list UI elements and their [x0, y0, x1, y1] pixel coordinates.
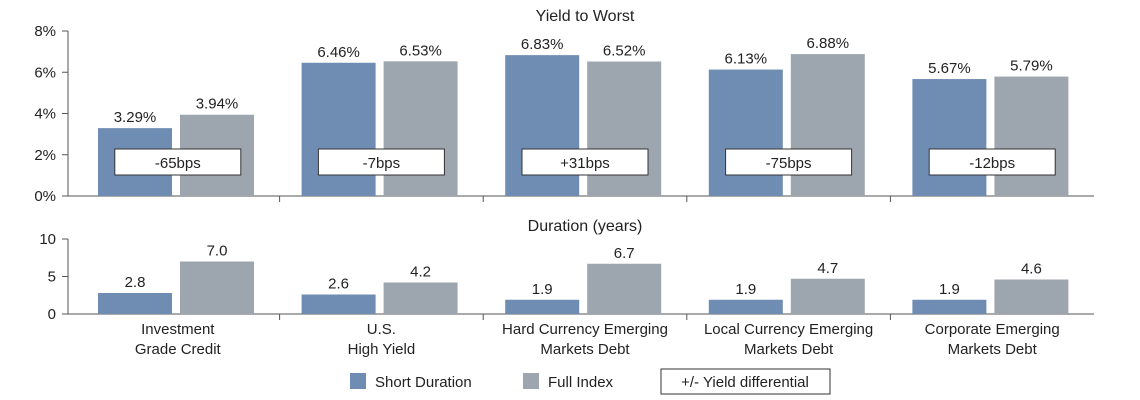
yield-y-tick-label: 4% [34, 106, 56, 123]
yield-diff-box [521, 148, 649, 176]
yield-diff-box [725, 148, 853, 176]
duration-data-label: 7.0 [207, 243, 228, 260]
duration-y-tick-label: 5 [48, 269, 56, 286]
duration-data-label: 4.2 [410, 264, 431, 281]
duration-data-label: 4.6 [1021, 261, 1042, 278]
yield-panel: 0% 2% 4% 6% 8% 3.29% 6.46% 6.83% 6.13% 5.67% 3.94%… [34, 23, 1094, 205]
duration-bar-full [790, 278, 865, 314]
yield-diff-box [114, 148, 242, 176]
legend-short-label: Short Duration [375, 374, 472, 391]
legend-short-swatch [350, 373, 366, 389]
duration-bar-full [383, 282, 458, 314]
yield-chart-title: Yield to Worst [536, 8, 635, 25]
yield-y-tick-label: 0% [34, 188, 56, 205]
legend: Short Duration Full Index +/- Yield diff… [350, 368, 831, 395]
yield-diff-label: -7bps [363, 155, 401, 172]
duration-bar-short [505, 299, 580, 314]
yield-y-tick-label: 6% [34, 64, 56, 81]
yield-bar-full [994, 76, 1069, 196]
duration-panel: 0 5 10 2.8 2.6 1.9 1.9 1.9 7.0 4.2 6.7 4.7 4.6 [39, 231, 1094, 323]
legend-diff-box [660, 368, 831, 395]
duration-data-label: 2.8 [125, 274, 146, 291]
yield-diff-label: -12bps [969, 155, 1015, 172]
category-axis-labels: Investment Grade Credit U.S. High Yield Hard… [135, 321, 1060, 358]
category-label: Markets Debt [744, 341, 834, 358]
yield-y-tick-label: 2% [34, 147, 56, 164]
yield-data-label: 6.52% [603, 43, 646, 60]
yield-diff-label: -75bps [766, 155, 812, 172]
duration-data-label: 6.7 [614, 245, 635, 262]
duration-data-label: 1.9 [532, 281, 553, 298]
legend-diff-label: +/- Yield differential [681, 374, 809, 391]
yield-data-label: 6.53% [399, 42, 442, 59]
duration-bar-full [180, 261, 254, 314]
duration-chart-title: Duration (years) [528, 218, 643, 235]
duration-bar-short [912, 299, 987, 314]
yield-data-label: 3.29% [114, 109, 157, 126]
yield-data-label: 6.88% [807, 35, 850, 52]
duration-bar-short [301, 294, 376, 314]
yield-diff-box [317, 148, 445, 176]
yield-bar-short [912, 79, 987, 196]
duration-data-label: 4.7 [817, 260, 838, 277]
yield-data-label: 6.83% [521, 36, 564, 53]
category-label: U.S. [367, 321, 396, 338]
yield-bar-short [708, 69, 783, 196]
category-label: Markets Debt [948, 341, 1038, 358]
category-label: Grade Credit [135, 341, 222, 358]
category-label: Local Currency Emerging [704, 321, 873, 338]
duration-y-tick-label: 10 [39, 231, 56, 248]
duration-bar-short [98, 293, 172, 314]
duration-data-label: 1.9 [735, 281, 756, 298]
duration-data-label: 2.6 [328, 276, 349, 293]
yield-data-label: 6.13% [725, 51, 768, 68]
yield-bar-full [383, 61, 458, 196]
duration-data-label: 1.9 [939, 281, 960, 298]
duration-bar-full [587, 263, 662, 314]
yield-data-label: 3.94% [196, 96, 239, 113]
yield-data-label: 5.79% [1010, 58, 1053, 75]
category-label: Hard Currency Emerging [502, 321, 668, 338]
yield-data-label: 6.46% [317, 44, 360, 61]
category-label: High Yield [348, 341, 416, 358]
category-label: Markets Debt [540, 341, 630, 358]
category-label: Investment [141, 321, 215, 338]
yield-bar-short [301, 62, 376, 197]
duration-y-tick-label: 0 [48, 306, 56, 323]
legend-full-label: Full Index [548, 374, 614, 391]
legend-full-swatch [523, 373, 539, 389]
duration-bar-full [994, 279, 1069, 314]
yield-data-label: 5.67% [928, 60, 971, 77]
duration-bar-short [708, 299, 783, 314]
yield-diff-label: -65bps [155, 155, 201, 172]
yield-diff-label: +31bps [560, 155, 610, 172]
yield-diff-box [928, 148, 1056, 176]
yield-y-tick-label: 8% [34, 23, 56, 40]
category-label: Corporate Emerging [925, 321, 1060, 338]
yield-bar-full [587, 61, 662, 197]
